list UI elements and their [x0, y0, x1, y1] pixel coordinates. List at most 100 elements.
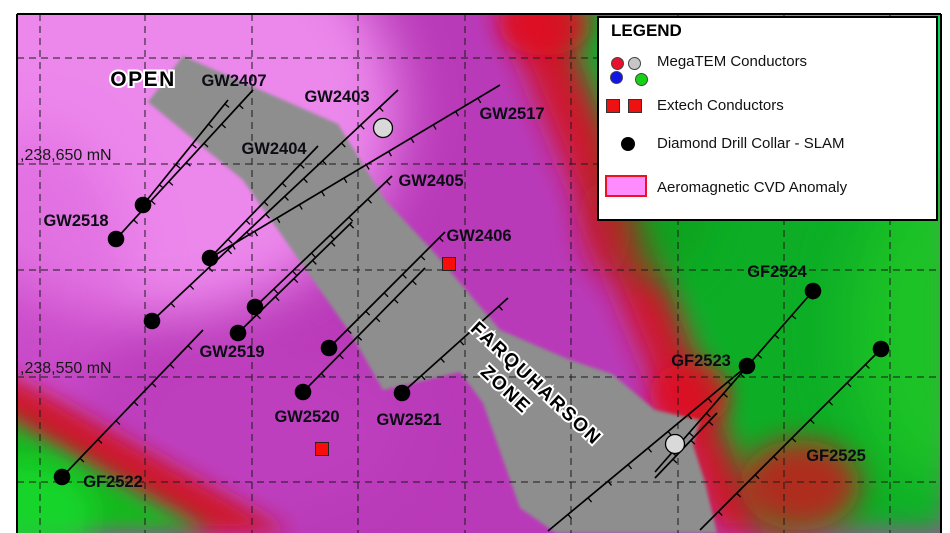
trace-depth-tick — [115, 420, 121, 425]
trace-depth-tick — [227, 249, 233, 255]
hole-label: GW2406 — [446, 227, 511, 245]
trace-depth-tick — [705, 412, 711, 418]
trace-depth-tick — [312, 259, 317, 265]
trace-depth-tick — [607, 480, 613, 486]
trace-depth-tick — [292, 270, 297, 276]
hole-label: GF2524 — [747, 263, 807, 281]
hole-label: GW2405 — [398, 172, 463, 190]
trace-depth-tick — [722, 393, 728, 398]
hole-label: GF2525 — [806, 447, 866, 465]
trace-depth-tick — [365, 164, 370, 170]
drill-trace — [254, 175, 393, 308]
drill-trace-line — [61, 329, 204, 478]
trace-depth-tick — [238, 104, 244, 110]
trace-depth-tick — [393, 298, 399, 304]
trace-depth-tick — [265, 213, 270, 219]
hole-label: GF2523 — [671, 352, 731, 370]
trace-depth-tick — [627, 464, 633, 470]
trace-depth-tick — [411, 280, 417, 286]
trace-depth-tick — [754, 474, 760, 480]
drill-trace — [142, 99, 230, 206]
trace-depth-tick — [809, 419, 815, 425]
trace-depth-tick — [440, 357, 445, 363]
trace-depth-tick — [330, 241, 336, 247]
trace-depth-tick — [175, 164, 181, 169]
drill-trace-line — [547, 365, 748, 532]
trace-depth-tick — [455, 111, 459, 117]
trace-depth-tick — [386, 180, 391, 186]
trace-depth-tick — [321, 191, 326, 197]
trace-depth-tick — [707, 397, 713, 403]
megatem-conductor-marker — [372, 117, 394, 139]
trace-depth-tick — [420, 375, 426, 381]
drill-collar-dot — [201, 249, 219, 267]
legend-title: LEGEND — [611, 21, 682, 40]
trace-depth-tick — [303, 178, 308, 184]
trace-depth-tick — [388, 151, 393, 157]
drill-trace — [302, 267, 426, 393]
trace-depth-tick — [498, 305, 503, 311]
extech-conductor-marker — [442, 257, 456, 271]
drill-trace — [151, 89, 399, 322]
hole-label: GW2520 — [274, 408, 339, 426]
trace-depth-tick — [191, 143, 197, 149]
drill-collar-dot — [393, 384, 411, 402]
legend-item-collar: Diamond Drill Collar - SLAM — [657, 135, 845, 152]
hole-label: GW2403 — [304, 88, 369, 106]
drill-trace-line — [401, 297, 509, 394]
trace-depth-tick — [647, 447, 653, 453]
trace-depth-tick — [346, 329, 352, 334]
trace-depth-tick — [688, 432, 694, 437]
trace-depth-tick — [477, 97, 482, 104]
trace-depth-tick — [299, 163, 305, 169]
drill-collar-dot — [246, 298, 264, 316]
trace-depth-tick — [478, 323, 484, 329]
drill-collar-dot — [294, 383, 312, 401]
drill-trace — [401, 297, 509, 394]
hole-label: GW2517 — [479, 105, 544, 123]
drill-collar-dot — [143, 312, 161, 330]
hole-label: GW2518 — [43, 212, 108, 230]
trace-depth-tick — [170, 302, 176, 308]
hole-label: GW2407 — [201, 72, 266, 90]
legend-item-extech: Extech Conductors — [657, 97, 784, 114]
trace-depth-tick — [687, 414, 693, 420]
trace-depth-tick — [274, 296, 280, 302]
drill-trace-line — [328, 231, 446, 349]
magnetic-color-blob — [17, 460, 95, 533]
drill-trace-line — [254, 175, 393, 308]
drill-collar-dot — [804, 282, 822, 300]
open-label: OPEN — [110, 68, 176, 91]
trace-depth-tick — [158, 184, 165, 189]
drill-trace — [115, 89, 254, 240]
magnetic-color-band — [17, 380, 292, 533]
trace-depth-tick — [367, 198, 373, 204]
magnetic-color-blob — [650, 363, 730, 427]
trace-depth-tick — [254, 231, 259, 237]
northing-label: ,238,650 mN — [20, 147, 112, 164]
trace-depth-tick — [168, 181, 174, 186]
trace-depth-tick — [672, 458, 678, 464]
drill-trace — [699, 348, 882, 531]
trace-depth-tick — [322, 160, 327, 166]
drill-trace — [209, 145, 319, 259]
drill-trace — [209, 84, 501, 259]
trace-depth-tick — [203, 142, 209, 148]
hole-label: GW2521 — [376, 411, 441, 429]
trace-depth-tick — [169, 363, 175, 369]
megatem-gray-dot-icon — [628, 57, 641, 70]
trace-depth-tick — [365, 310, 371, 316]
trace-depth-tick — [246, 231, 252, 237]
trace-depth-tick — [432, 124, 437, 130]
magnetic-color-blob — [740, 440, 860, 530]
magnetic-color-blob — [17, 130, 130, 430]
trace-depth-tick — [375, 317, 381, 323]
trace-depth-tick — [567, 513, 573, 520]
trace-depth-tick — [151, 382, 157, 388]
trace-depth-tick — [717, 511, 723, 516]
trace-depth-tick — [343, 177, 348, 184]
trace-depth-tick — [360, 124, 365, 130]
hole-label: GW2519 — [199, 343, 264, 361]
drill-trace — [547, 365, 748, 532]
